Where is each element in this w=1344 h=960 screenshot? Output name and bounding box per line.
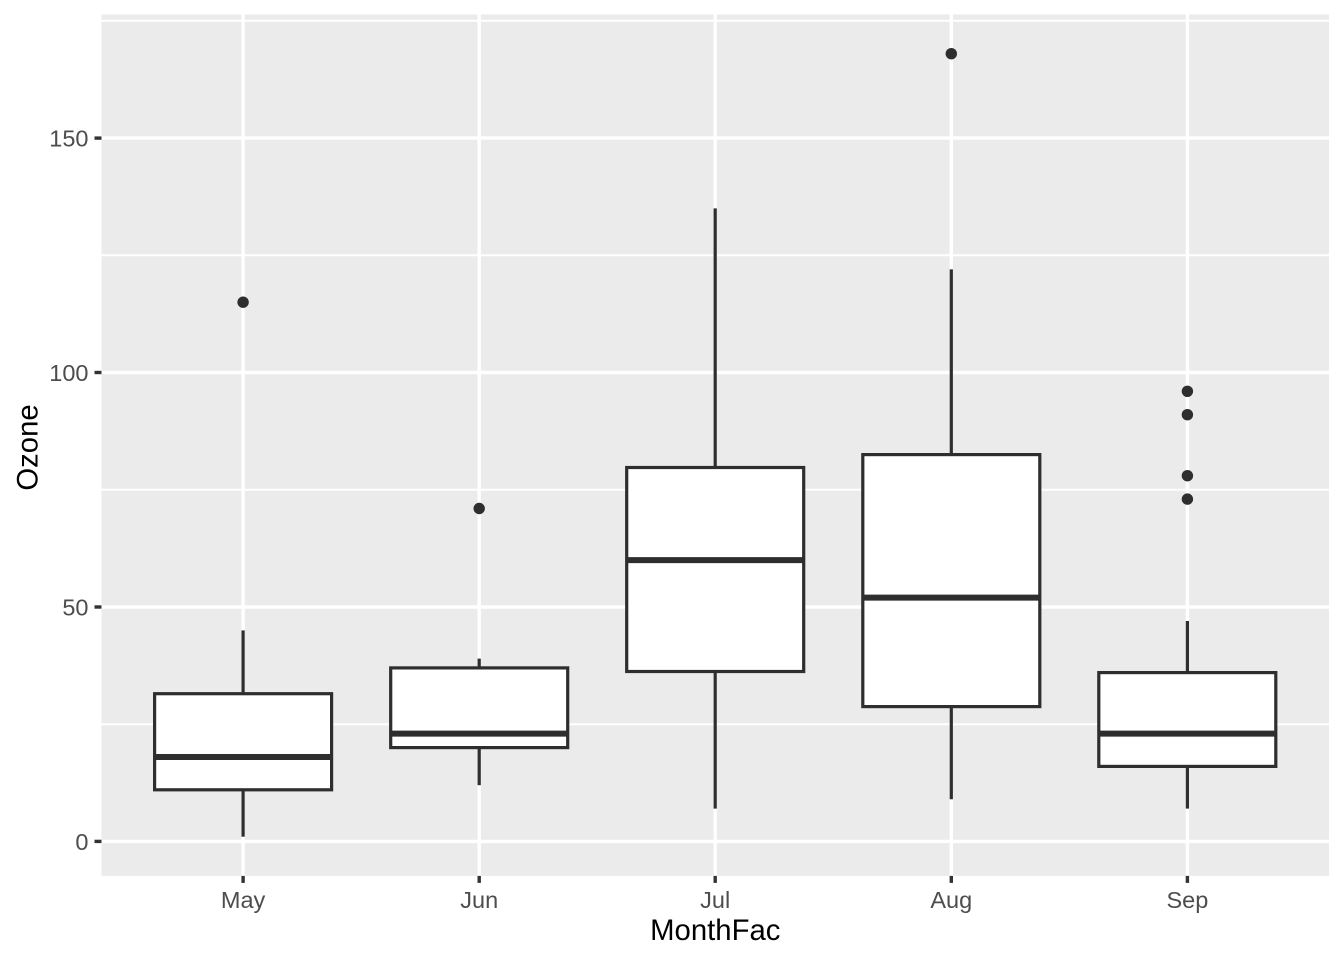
svg-text:0: 0: [75, 829, 88, 855]
svg-text:Jun: Jun: [460, 887, 498, 913]
svg-text:Jul: Jul: [700, 887, 730, 913]
svg-text:150: 150: [49, 126, 88, 152]
svg-text:MonthFac: MonthFac: [650, 914, 780, 947]
svg-text:Aug: Aug: [930, 887, 972, 913]
svg-text:100: 100: [49, 360, 88, 386]
svg-text:Ozone: Ozone: [12, 404, 45, 490]
svg-text:May: May: [221, 887, 266, 913]
svg-text:50: 50: [62, 595, 88, 621]
svg-text:Sep: Sep: [1166, 887, 1208, 913]
